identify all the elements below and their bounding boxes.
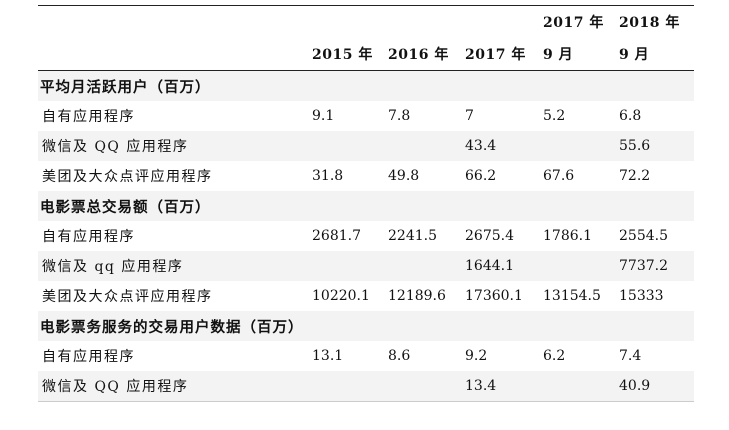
cell-value: 2675.4 bbox=[463, 221, 541, 251]
header-corner bbox=[38, 5, 310, 38]
cell-value: 49.8 bbox=[386, 161, 463, 191]
cell-value: 13.4 bbox=[463, 371, 541, 402]
cell-value bbox=[386, 131, 463, 161]
cell-value bbox=[386, 371, 463, 402]
table-row: 美团及大众点评应用程序 10220.1 12189.6 17360.1 1315… bbox=[38, 281, 694, 311]
header-col-4-line1: 2017 年 bbox=[541, 5, 617, 38]
row-label: 微信及 qq 应用程序 bbox=[38, 251, 310, 281]
cell-value: 55.6 bbox=[617, 131, 694, 161]
section-header-mau: 平均月活跃用户（百万） bbox=[38, 70, 694, 101]
cell-value: 2554.5 bbox=[617, 221, 694, 251]
header-corner-2 bbox=[38, 38, 310, 71]
cell-value: 2681.7 bbox=[310, 221, 386, 251]
row-label: 美团及大众点评应用程序 bbox=[38, 161, 310, 191]
cell-value: 9.2 bbox=[463, 341, 541, 371]
header-col-4: 9 月 bbox=[541, 38, 617, 71]
header-col-3: 2017 年 bbox=[463, 38, 541, 71]
cell-value: 12189.6 bbox=[386, 281, 463, 311]
cell-value: 9.1 bbox=[310, 101, 386, 131]
header-col-5-line1: 2018 年 bbox=[617, 5, 694, 38]
table-row: 微信及 qq 应用程序 1644.1 7737.2 bbox=[38, 251, 694, 281]
row-label: 自有应用程序 bbox=[38, 221, 310, 251]
cell-value: 67.6 bbox=[541, 161, 617, 191]
cell-value: 15333 bbox=[617, 281, 694, 311]
header-col-1-line1 bbox=[310, 5, 386, 38]
cell-value bbox=[386, 251, 463, 281]
cell-value: 17360.1 bbox=[463, 281, 541, 311]
row-label: 微信及 QQ 应用程序 bbox=[38, 131, 310, 161]
cell-value: 7 bbox=[463, 101, 541, 131]
cell-value: 8.6 bbox=[386, 341, 463, 371]
cell-value: 7737.2 bbox=[617, 251, 694, 281]
cell-value: 43.4 bbox=[463, 131, 541, 161]
row-label: 微信及 QQ 应用程序 bbox=[38, 371, 310, 402]
table-row: 自有应用程序 2681.7 2241.5 2675.4 1786.1 2554.… bbox=[38, 221, 694, 251]
section-title: 电影票总交易额（百万） bbox=[38, 191, 694, 221]
section-title: 电影票务服务的交易用户数据（百万） bbox=[38, 311, 694, 341]
header-row-2: 2015 年 2016 年 2017 年 9 月 9 月 bbox=[38, 38, 694, 71]
cell-value: 13.1 bbox=[310, 341, 386, 371]
row-label: 自有应用程序 bbox=[38, 341, 310, 371]
cell-value bbox=[541, 371, 617, 402]
cell-value: 6.8 bbox=[617, 101, 694, 131]
cell-value: 72.2 bbox=[617, 161, 694, 191]
section-title: 平均月活跃用户（百万） bbox=[38, 70, 694, 101]
cell-value: 7.4 bbox=[617, 341, 694, 371]
cell-value: 6.2 bbox=[541, 341, 617, 371]
header-col-1: 2015 年 bbox=[310, 38, 386, 71]
cell-value bbox=[541, 251, 617, 281]
cell-value: 40.9 bbox=[617, 371, 694, 402]
header-col-2: 2016 年 bbox=[386, 38, 463, 71]
cell-value: 7.8 bbox=[386, 101, 463, 131]
row-label: 美团及大众点评应用程序 bbox=[38, 281, 310, 311]
cell-value: 2241.5 bbox=[386, 221, 463, 251]
header-col-5: 9 月 bbox=[617, 38, 694, 71]
data-table: 2017 年 2018 年 2015 年 2016 年 2017 年 9 月 9… bbox=[38, 5, 694, 402]
cell-value: 5.2 bbox=[541, 101, 617, 131]
data-table-container: 2017 年 2018 年 2015 年 2016 年 2017 年 9 月 9… bbox=[38, 5, 694, 402]
section-header-gmv: 电影票总交易额（百万） bbox=[38, 191, 694, 221]
row-label: 自有应用程序 bbox=[38, 101, 310, 131]
table-row: 微信及 QQ 应用程序 43.4 55.6 bbox=[38, 131, 694, 161]
header-col-3-line1 bbox=[463, 5, 541, 38]
table-row: 自有应用程序 13.1 8.6 9.2 6.2 7.4 bbox=[38, 341, 694, 371]
header-col-2-line1 bbox=[386, 5, 463, 38]
header-row-1: 2017 年 2018 年 bbox=[38, 5, 694, 38]
cell-value: 66.2 bbox=[463, 161, 541, 191]
cell-value: 31.8 bbox=[310, 161, 386, 191]
table-row: 自有应用程序 9.1 7.8 7 5.2 6.8 bbox=[38, 101, 694, 131]
table-row: 美团及大众点评应用程序 31.8 49.8 66.2 67.6 72.2 bbox=[38, 161, 694, 191]
table-body: 平均月活跃用户（百万） 自有应用程序 9.1 7.8 7 5.2 6.8 微信及… bbox=[38, 70, 694, 402]
cell-value bbox=[541, 131, 617, 161]
cell-value bbox=[310, 131, 386, 161]
cell-value bbox=[310, 371, 386, 402]
cell-value: 13154.5 bbox=[541, 281, 617, 311]
cell-value: 10220.1 bbox=[310, 281, 386, 311]
section-header-transacting-users: 电影票务服务的交易用户数据（百万） bbox=[38, 311, 694, 341]
cell-value: 1644.1 bbox=[463, 251, 541, 281]
cell-value bbox=[310, 251, 386, 281]
cell-value: 1786.1 bbox=[541, 221, 617, 251]
table-row: 微信及 QQ 应用程序 13.4 40.9 bbox=[38, 371, 694, 402]
